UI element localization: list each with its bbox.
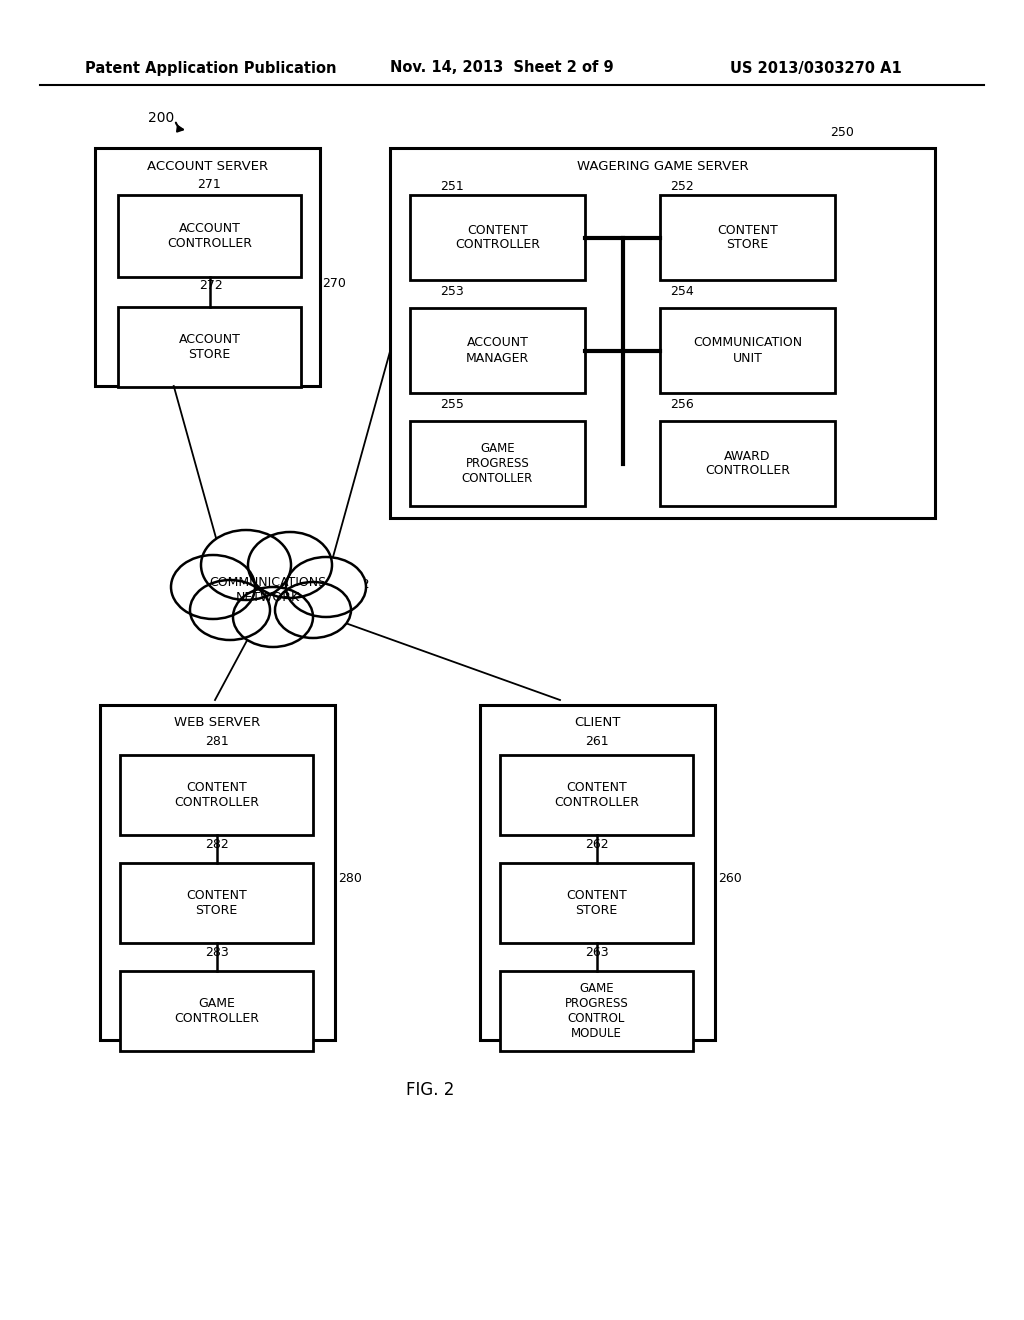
Text: Patent Application Publication: Patent Application Publication	[85, 61, 337, 75]
Text: 256: 256	[670, 399, 693, 411]
Text: CLIENT: CLIENT	[574, 717, 621, 730]
Text: 271: 271	[198, 178, 221, 191]
Text: 263: 263	[586, 946, 609, 960]
Bar	[500, 863, 693, 942]
Text: 281: 281	[206, 735, 229, 748]
Ellipse shape	[171, 554, 255, 619]
Bar	[118, 308, 301, 387]
Text: 250: 250	[830, 127, 854, 140]
Text: 262: 262	[586, 838, 609, 851]
Text: GAME
PROGRESS
CONTROL
MODULE: GAME PROGRESS CONTROL MODULE	[564, 982, 629, 1040]
Bar	[660, 308, 835, 393]
Text: COMMUNICATION
UNIT: COMMUNICATION UNIT	[693, 337, 802, 364]
Ellipse shape	[201, 531, 291, 601]
Text: 255: 255	[440, 399, 464, 411]
Text: 222: 222	[346, 578, 370, 591]
Text: 260: 260	[718, 873, 741, 886]
Bar	[120, 863, 313, 942]
Text: 283: 283	[206, 946, 229, 960]
Bar	[120, 755, 313, 836]
Bar	[410, 195, 585, 280]
Bar	[480, 705, 715, 1040]
Bar	[660, 421, 835, 506]
Text: 270: 270	[322, 277, 346, 290]
Text: 251: 251	[440, 180, 464, 193]
Text: WAGERING GAME SERVER: WAGERING GAME SERVER	[577, 160, 749, 173]
Bar	[390, 148, 935, 517]
Ellipse shape	[233, 587, 313, 647]
Text: ACCOUNT
STORE: ACCOUNT STORE	[178, 333, 241, 360]
Text: US 2013/0303270 A1: US 2013/0303270 A1	[730, 61, 902, 75]
Text: FIG. 2: FIG. 2	[406, 1081, 455, 1100]
Text: ACCOUNT
CONTROLLER: ACCOUNT CONTROLLER	[167, 222, 252, 249]
Text: COMMUNICATIONS
NETWORK: COMMUNICATIONS NETWORK	[210, 576, 327, 605]
Ellipse shape	[213, 568, 323, 623]
Bar	[500, 972, 693, 1051]
Text: GAME
PROGRESS
CONTOLLER: GAME PROGRESS CONTOLLER	[462, 442, 534, 484]
Bar	[660, 195, 835, 280]
Text: 254: 254	[670, 285, 693, 298]
Text: Nov. 14, 2013  Sheet 2 of 9: Nov. 14, 2013 Sheet 2 of 9	[390, 61, 613, 75]
Text: AWARD
CONTROLLER: AWARD CONTROLLER	[705, 450, 790, 478]
Ellipse shape	[190, 579, 270, 640]
Text: CONTENT
STORE: CONTENT STORE	[717, 223, 778, 252]
Text: CONTENT
CONTROLLER: CONTENT CONTROLLER	[174, 781, 259, 809]
Text: 282: 282	[206, 838, 229, 851]
Text: GAME
CONTROLLER: GAME CONTROLLER	[174, 997, 259, 1026]
Bar	[95, 148, 319, 385]
Text: ACCOUNT SERVER: ACCOUNT SERVER	[146, 160, 268, 173]
Text: CONTENT
STORE: CONTENT STORE	[566, 888, 627, 917]
Text: 253: 253	[440, 285, 464, 298]
Ellipse shape	[286, 557, 366, 616]
Text: CONTENT
CONTROLLER: CONTENT CONTROLLER	[455, 223, 540, 252]
Bar	[500, 755, 693, 836]
Bar	[410, 308, 585, 393]
Text: 280: 280	[338, 873, 361, 886]
Ellipse shape	[248, 532, 332, 598]
Text: 261: 261	[586, 735, 609, 748]
Bar	[410, 421, 585, 506]
Text: WEB SERVER: WEB SERVER	[174, 717, 261, 730]
Bar	[118, 195, 301, 277]
Bar	[100, 705, 335, 1040]
Text: 252: 252	[670, 180, 693, 193]
Text: 200: 200	[148, 111, 174, 125]
Text: 272: 272	[200, 279, 223, 292]
Ellipse shape	[275, 582, 351, 638]
Text: CONTENT
CONTROLLER: CONTENT CONTROLLER	[554, 781, 639, 809]
Bar	[120, 972, 313, 1051]
Text: CONTENT
STORE: CONTENT STORE	[186, 888, 247, 917]
Text: ACCOUNT
MANAGER: ACCOUNT MANAGER	[466, 337, 529, 364]
